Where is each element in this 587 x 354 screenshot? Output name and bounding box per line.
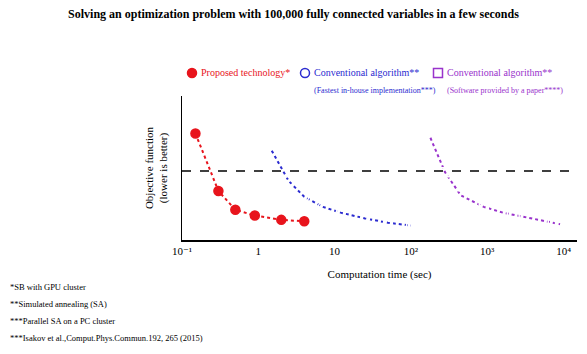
svg-text:10³: 10³ bbox=[480, 245, 495, 257]
svg-text:Computation time (sec): Computation time (sec) bbox=[328, 268, 432, 281]
svg-text:Conventional algorithm**: Conventional algorithm** bbox=[314, 67, 419, 78]
svg-text:Solving an optimization proble: Solving an optimization problem with 100… bbox=[68, 7, 519, 21]
svg-text:1: 1 bbox=[256, 245, 262, 257]
svg-text:***Isakov et al.,Comput.Phys.C: ***Isakov et al.,Comput.Phys.Commun.192,… bbox=[10, 333, 203, 343]
svg-text:10²: 10² bbox=[404, 245, 419, 257]
svg-text:Proposed technology*: Proposed technology* bbox=[201, 67, 290, 78]
svg-text:10: 10 bbox=[329, 245, 341, 257]
svg-text:(Software provided by a paper*: (Software provided by a paper****) bbox=[447, 86, 563, 95]
svg-text:10⁻¹: 10⁻¹ bbox=[172, 245, 192, 257]
svg-text:(Fastest in-house implementati: (Fastest in-house implementation***) bbox=[314, 86, 436, 95]
svg-text:10⁴: 10⁴ bbox=[556, 245, 571, 257]
svg-text:Conventional algorithm**: Conventional algorithm** bbox=[447, 67, 552, 78]
svg-text:Objective function(lower is be: Objective function(lower is better) bbox=[143, 126, 170, 209]
svg-text:*SB with GPU cluster: *SB with GPU cluster bbox=[10, 282, 86, 292]
svg-text:***Parallel SA on a PC cluster: ***Parallel SA on a PC cluster bbox=[10, 316, 115, 326]
svg-text:**Simulated annealing (SA): **Simulated annealing (SA) bbox=[10, 299, 107, 309]
